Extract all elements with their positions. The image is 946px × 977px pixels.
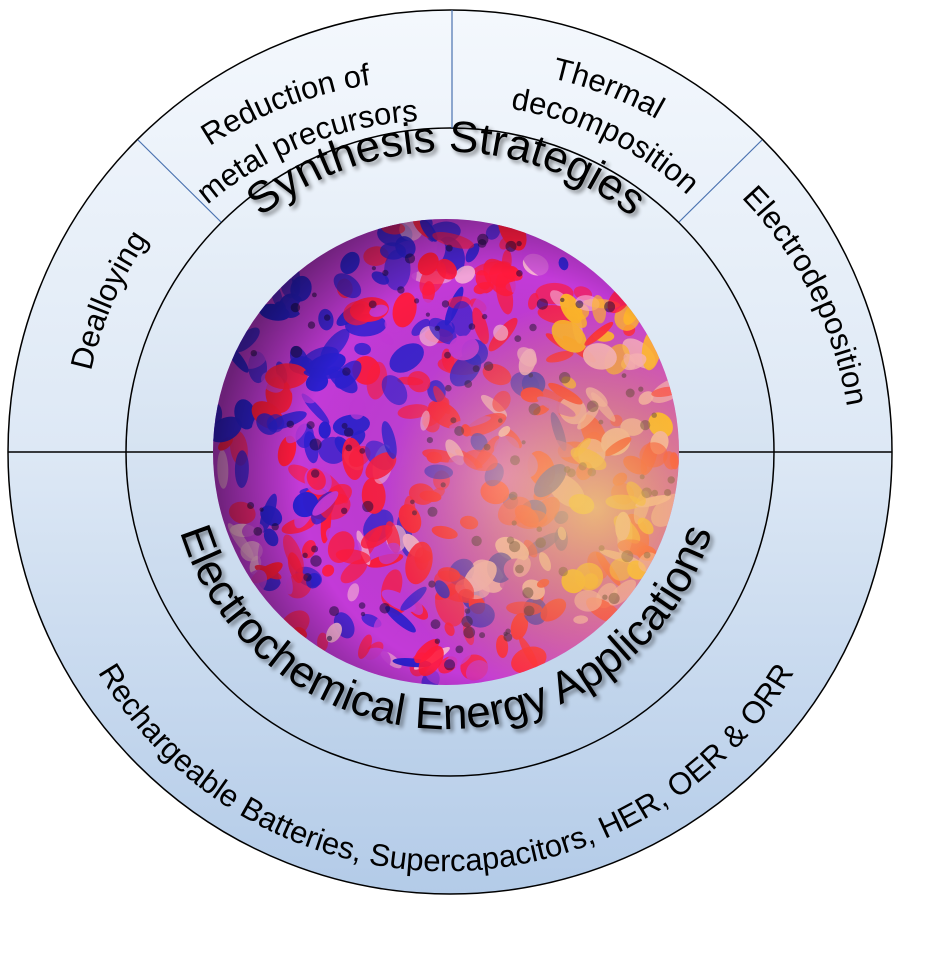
segment-divider-3 [678,139,763,223]
nanoporous-sphere [213,219,679,685]
segment-divider-1 [137,139,222,223]
